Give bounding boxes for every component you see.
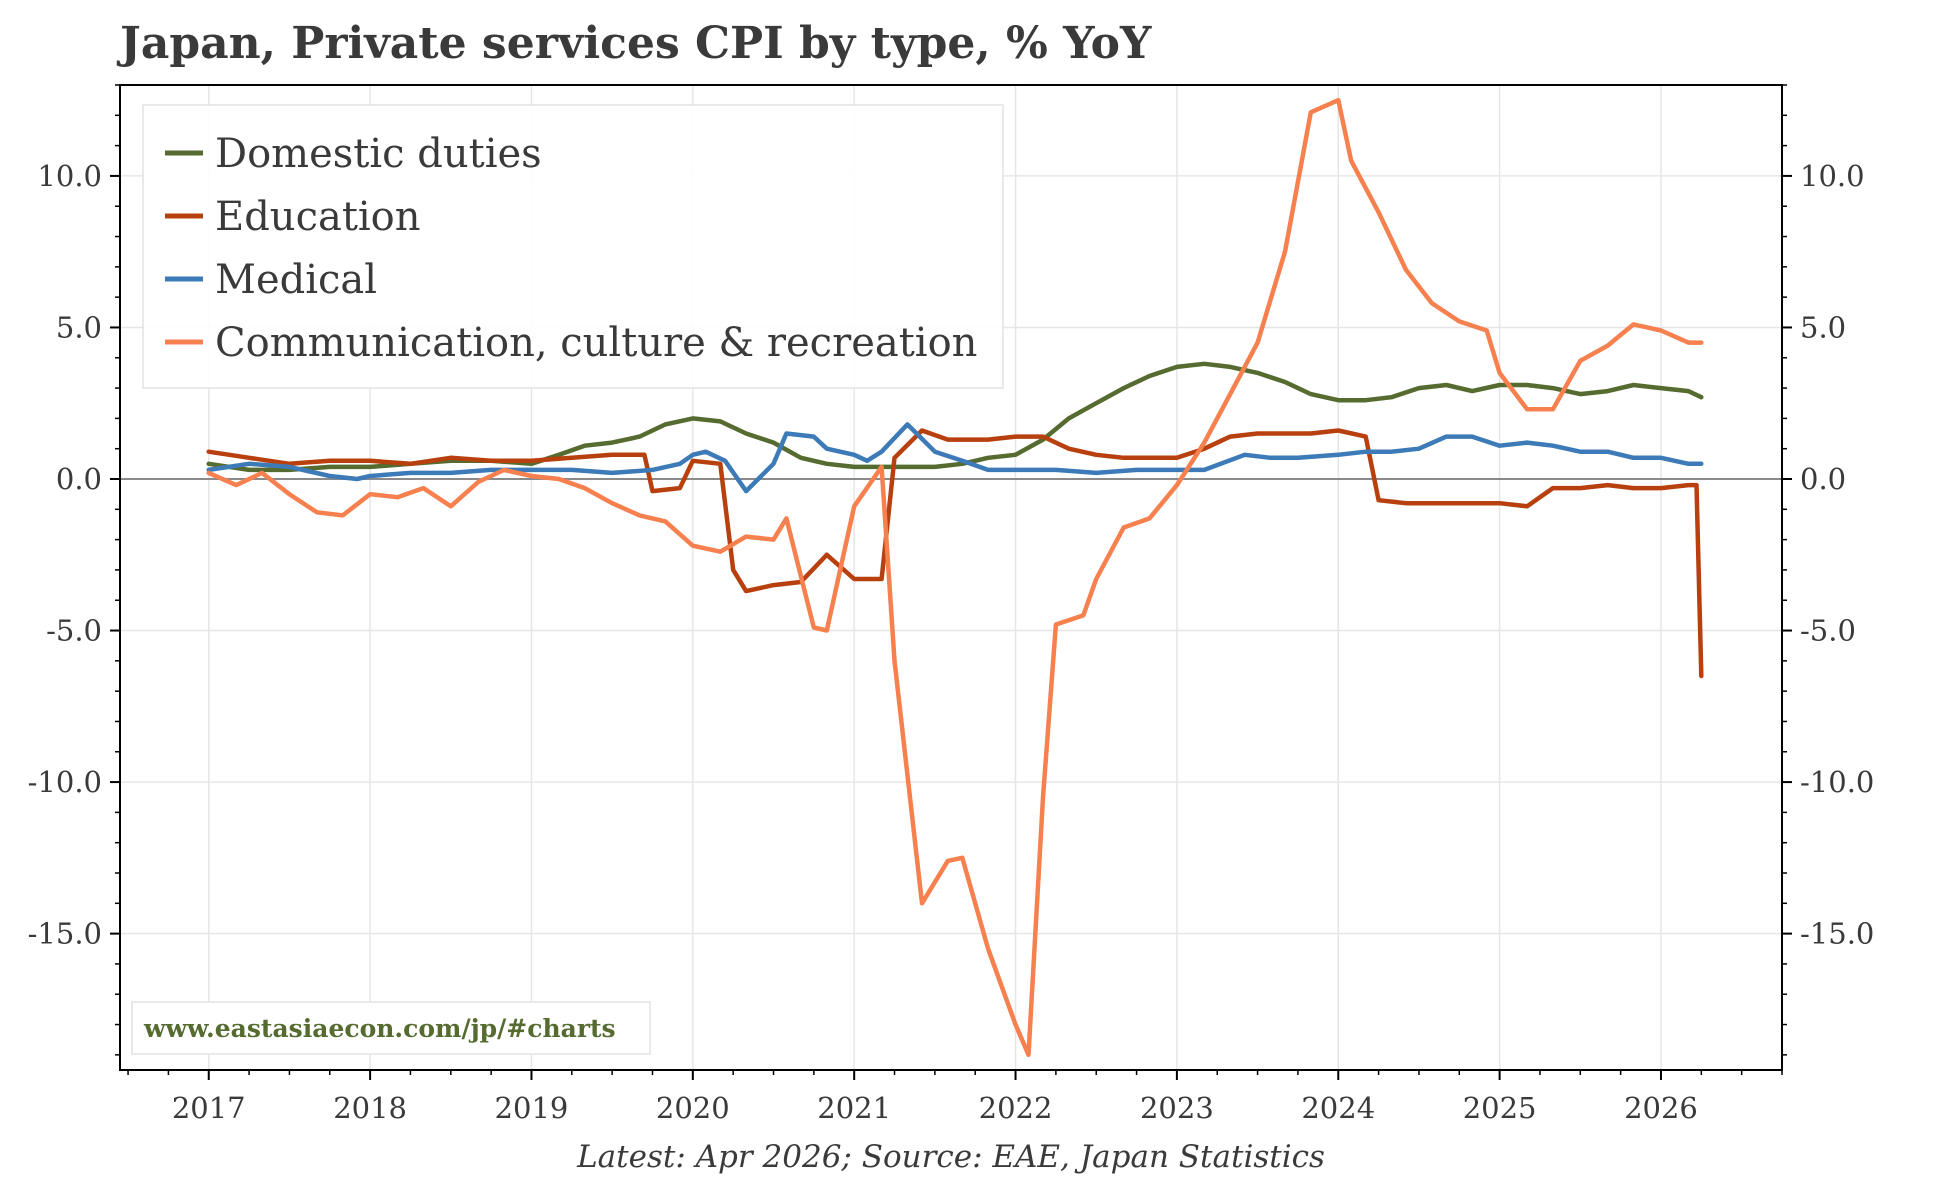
- y-tick-label-right: -15.0: [1800, 917, 1874, 951]
- y-tick-label-right: 0.0: [1800, 462, 1846, 496]
- x-tick-label: 2017: [172, 1091, 246, 1125]
- x-tick-label: 2024: [1301, 1091, 1375, 1125]
- source-note: Latest: Apr 2026; Source: EAE, Japan Sta…: [576, 1139, 1325, 1175]
- legend-label: Medical: [215, 257, 377, 303]
- x-tick-label: 2019: [495, 1091, 569, 1125]
- chart-title: Japan, Private services CPI by type, % Y…: [116, 18, 1152, 69]
- y-tick-label-left: 10.0: [37, 159, 102, 193]
- legend-label: Communication, culture & recreation: [215, 320, 977, 366]
- x-tick-label: 2021: [817, 1091, 891, 1125]
- y-tick-label-left: -15.0: [28, 917, 102, 951]
- x-tick-label: 2025: [1463, 1091, 1537, 1125]
- legend-label: Domestic duties: [215, 131, 542, 177]
- y-tick-label-right: -10.0: [1800, 765, 1874, 799]
- legend: Domestic duties Education Medical Communica…: [142, 104, 1004, 389]
- series-line-4: [206, 97, 1704, 1058]
- y-tick-label-left: -10.0: [28, 765, 102, 799]
- y-tick-label-left: -5.0: [46, 614, 102, 648]
- x-tick-label: 2022: [979, 1091, 1053, 1125]
- x-tick-label: 2020: [656, 1091, 730, 1125]
- watermark-box: www.eastasiaecon.com/jp/#charts: [131, 1001, 651, 1055]
- y-tick-label-right: 5.0: [1800, 310, 1846, 344]
- y-tick-label-left: 0.0: [56, 462, 102, 496]
- series-line-2: [206, 428, 1704, 679]
- legend-label: Education: [215, 194, 421, 240]
- x-tick-label: 2018: [333, 1091, 407, 1125]
- x-tick-label: 2026: [1624, 1091, 1698, 1125]
- plot-frame: [119, 84, 1783, 1071]
- legend-box: [142, 104, 1004, 389]
- axes: 10.0 10.0 5.0 5.0 0.0 0.0 -5.0 -5.0 -10.0 -10.0 -1…: [28, 84, 1874, 1125]
- x-tick-label: 2023: [1140, 1091, 1214, 1125]
- y-tick-label-right: -5.0: [1800, 614, 1856, 648]
- series-lines: [206, 97, 1704, 1058]
- series-line-3: [206, 422, 1704, 494]
- watermark-url: www.eastasiaecon.com/jp/#charts: [143, 1014, 616, 1043]
- y-tick-label-left: 5.0: [56, 310, 102, 344]
- y-tick-label-right: 10.0: [1800, 159, 1865, 193]
